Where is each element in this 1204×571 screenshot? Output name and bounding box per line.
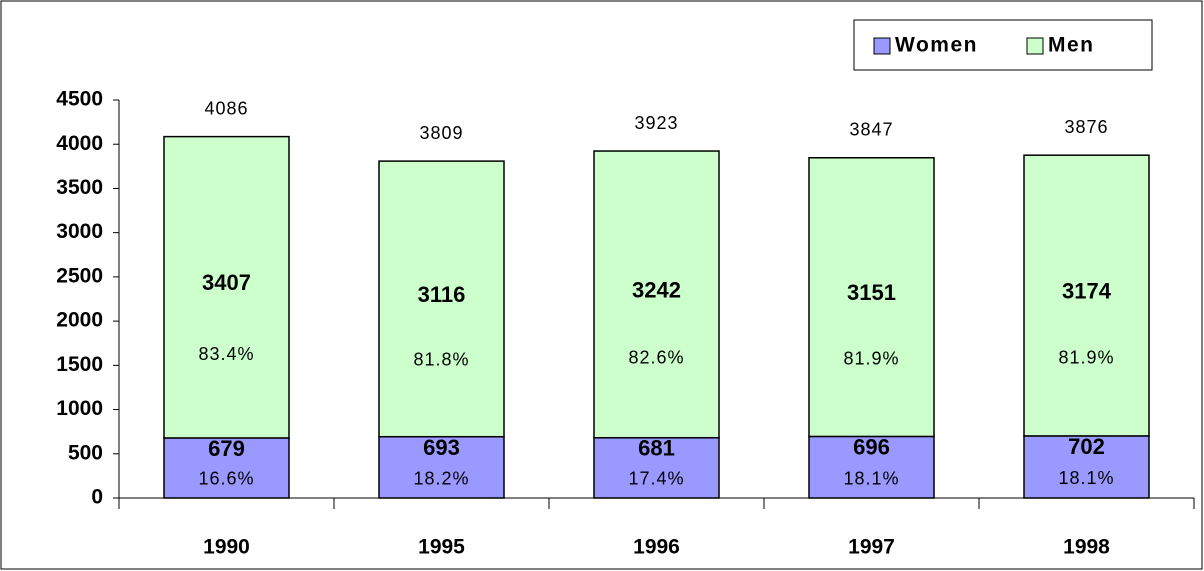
bar-segment xyxy=(1023,154,1150,437)
y-tick-label: 2000 xyxy=(56,309,103,332)
value-label: 3242 xyxy=(632,277,681,302)
value-label: 3407 xyxy=(202,270,251,295)
value-label: 3151 xyxy=(847,280,896,305)
value-label: 696 xyxy=(853,435,890,460)
bar-segment xyxy=(378,160,505,438)
value-label: 3116 xyxy=(418,282,466,307)
legend-swatch xyxy=(1026,37,1044,55)
y-tick-label: 1500 xyxy=(56,353,103,376)
legend-swatch xyxy=(873,37,891,55)
value-label: 693 xyxy=(423,435,460,460)
y-tick-label: 1000 xyxy=(56,397,103,420)
x-tick-label: 1998 xyxy=(1063,536,1110,559)
legend-box xyxy=(853,19,1153,71)
share-label: 82.6% xyxy=(628,348,684,368)
share-label: 18.2% xyxy=(413,468,469,488)
y-tick-label: 4500 xyxy=(56,88,103,111)
total-label: 3809 xyxy=(419,123,463,143)
share-label: 81.8% xyxy=(413,350,469,370)
share-label: 18.1% xyxy=(1058,468,1114,488)
bar-segment xyxy=(593,437,720,499)
share-label: 81.9% xyxy=(1058,347,1114,367)
value-label: 679 xyxy=(208,436,245,461)
y-tick-label: 3000 xyxy=(56,220,103,243)
x-tick-label: 1996 xyxy=(633,536,680,559)
y-tick-label: 3500 xyxy=(56,176,103,199)
value-label: 702 xyxy=(1068,434,1105,459)
x-tick-label: 1997 xyxy=(848,536,895,559)
share-label: 16.6% xyxy=(198,469,254,489)
bar-segment xyxy=(593,150,720,439)
share-label: 18.1% xyxy=(843,468,899,488)
y-tick-label: 0 xyxy=(91,486,103,509)
x-tick-label: 1995 xyxy=(418,536,465,559)
y-tick-label: 4000 xyxy=(56,132,103,155)
y-tick-label: 2500 xyxy=(56,264,103,287)
value-label: 3174 xyxy=(1062,279,1112,304)
total-label: 3847 xyxy=(849,120,893,140)
y-tick-label: 500 xyxy=(68,441,103,464)
legend-label: Men xyxy=(1048,34,1095,57)
total-label: 3876 xyxy=(1064,117,1108,137)
share-label: 17.4% xyxy=(628,469,684,489)
value-label: 681 xyxy=(638,436,675,461)
legend-label: Women xyxy=(895,34,978,57)
total-label: 3923 xyxy=(634,113,678,133)
share-label: 83.4% xyxy=(198,344,254,364)
bar-segment xyxy=(1023,435,1150,499)
x-tick-label: 1990 xyxy=(203,536,250,559)
bar-segment xyxy=(378,435,505,499)
total-label: 4086 xyxy=(204,98,248,118)
bar-segment xyxy=(163,135,290,439)
share-label: 81.9% xyxy=(843,349,899,369)
bar-segment xyxy=(808,157,935,438)
